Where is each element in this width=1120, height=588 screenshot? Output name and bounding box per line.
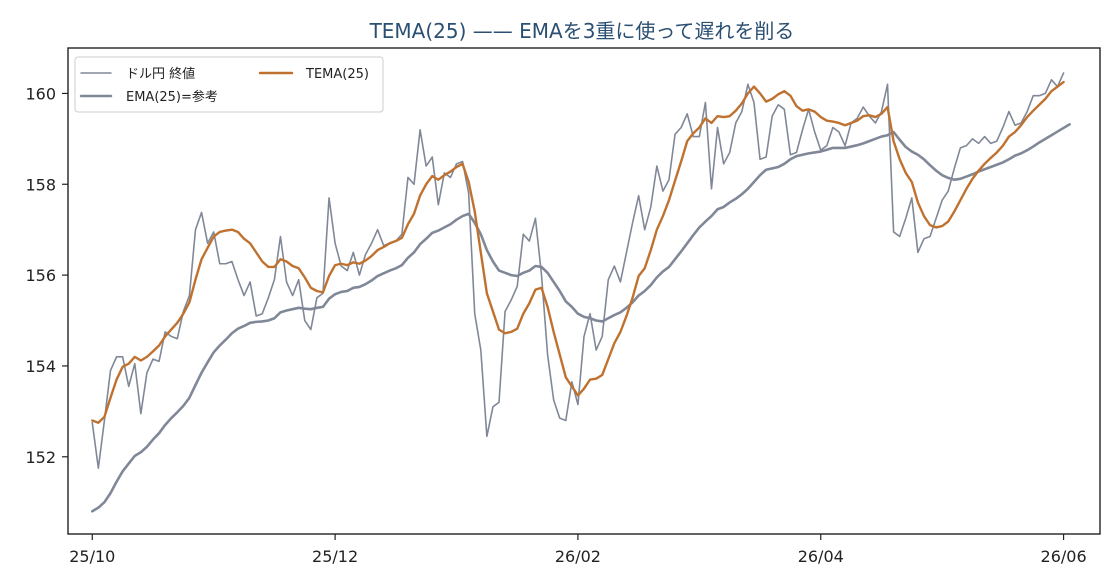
x-tick-label: 26/04 bbox=[798, 547, 844, 566]
y-tick-label: 152 bbox=[25, 448, 56, 467]
series-line-ema bbox=[90, 123, 1071, 513]
x-axis: 25/10 25/12 26/02 26/04 26/06 bbox=[69, 534, 1087, 566]
legend: ドル円 終値 EMA(25)=参考 TEMA(25) bbox=[74, 56, 384, 113]
y-axis: 152 154 156 158 160 bbox=[25, 84, 68, 467]
plot-frame bbox=[67, 47, 1101, 535]
x-tick-label: 26/02 bbox=[555, 547, 601, 566]
series-line-tema bbox=[91, 80, 1065, 424]
y-tick-label: 158 bbox=[25, 175, 56, 194]
legend-label-ema: EMA(25)=参考 bbox=[126, 89, 218, 105]
y-tick-label: 160 bbox=[25, 84, 56, 103]
x-tick-label: 25/10 bbox=[69, 547, 115, 566]
chart-title: TEMA(25) —— EMAを3重に使って遅れを削る bbox=[369, 19, 795, 43]
x-tick-label: 26/06 bbox=[1041, 547, 1087, 566]
x-tick-label: 25/12 bbox=[312, 547, 358, 566]
y-tick-label: 154 bbox=[25, 357, 56, 376]
series-line-price bbox=[91, 72, 1065, 469]
legend-label-tema: TEMA(25) bbox=[305, 67, 369, 82]
legend-frame bbox=[74, 56, 384, 113]
y-tick-label: 156 bbox=[25, 266, 56, 285]
plot-lines bbox=[90, 72, 1071, 513]
legend-label-price: ドル円 終値 bbox=[126, 66, 195, 82]
